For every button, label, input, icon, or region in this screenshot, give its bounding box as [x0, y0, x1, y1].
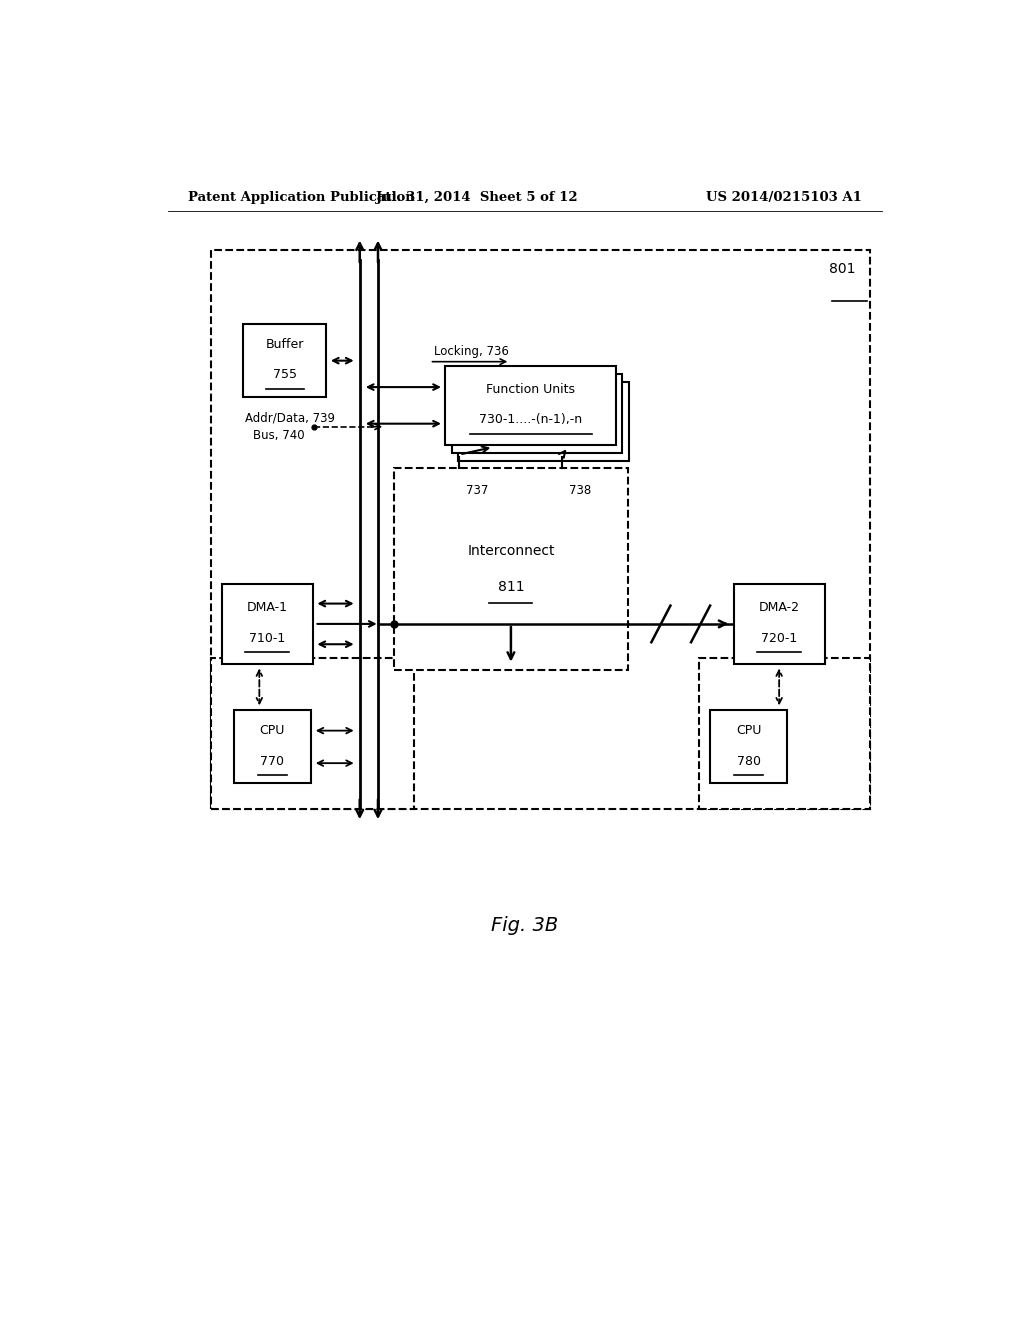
- Bar: [211, 249, 870, 809]
- Text: Bus, 740: Bus, 740: [253, 429, 304, 442]
- Bar: [710, 710, 787, 784]
- Bar: [211, 659, 414, 809]
- Bar: [452, 374, 623, 453]
- Text: 780: 780: [736, 755, 761, 768]
- Text: Jul. 31, 2014  Sheet 5 of 12: Jul. 31, 2014 Sheet 5 of 12: [377, 190, 578, 203]
- Text: DMA-2: DMA-2: [759, 601, 800, 614]
- Bar: [233, 710, 311, 784]
- Text: Addr/Data, 739: Addr/Data, 739: [246, 411, 336, 424]
- Text: DMA-1: DMA-1: [247, 601, 288, 614]
- Text: 737: 737: [466, 484, 488, 498]
- Bar: [458, 381, 629, 461]
- Text: CPU: CPU: [260, 725, 285, 737]
- Text: Buffer: Buffer: [265, 338, 304, 351]
- Text: US 2014/0215103 A1: US 2014/0215103 A1: [707, 190, 862, 203]
- Text: 755: 755: [272, 368, 297, 381]
- Text: Fig. 3B: Fig. 3B: [492, 916, 558, 936]
- Text: Locking, 736: Locking, 736: [433, 345, 508, 358]
- Bar: [699, 659, 870, 809]
- Text: 738: 738: [568, 484, 591, 498]
- Text: 710-1: 710-1: [249, 632, 286, 644]
- Text: 720-1: 720-1: [761, 632, 798, 644]
- Text: Function Units: Function Units: [486, 383, 575, 396]
- Text: CPU: CPU: [736, 725, 761, 737]
- Text: 730-1....-(n-1),-n: 730-1....-(n-1),-n: [479, 413, 583, 426]
- Bar: [733, 585, 824, 664]
- Bar: [394, 469, 628, 669]
- Bar: [445, 366, 616, 445]
- Text: 801: 801: [829, 263, 856, 276]
- Text: 770: 770: [260, 755, 285, 768]
- Bar: [243, 325, 327, 397]
- Text: 811: 811: [498, 581, 524, 594]
- Text: Interconnect: Interconnect: [467, 544, 555, 558]
- Bar: [221, 585, 313, 664]
- Text: Patent Application Publication: Patent Application Publication: [187, 190, 415, 203]
